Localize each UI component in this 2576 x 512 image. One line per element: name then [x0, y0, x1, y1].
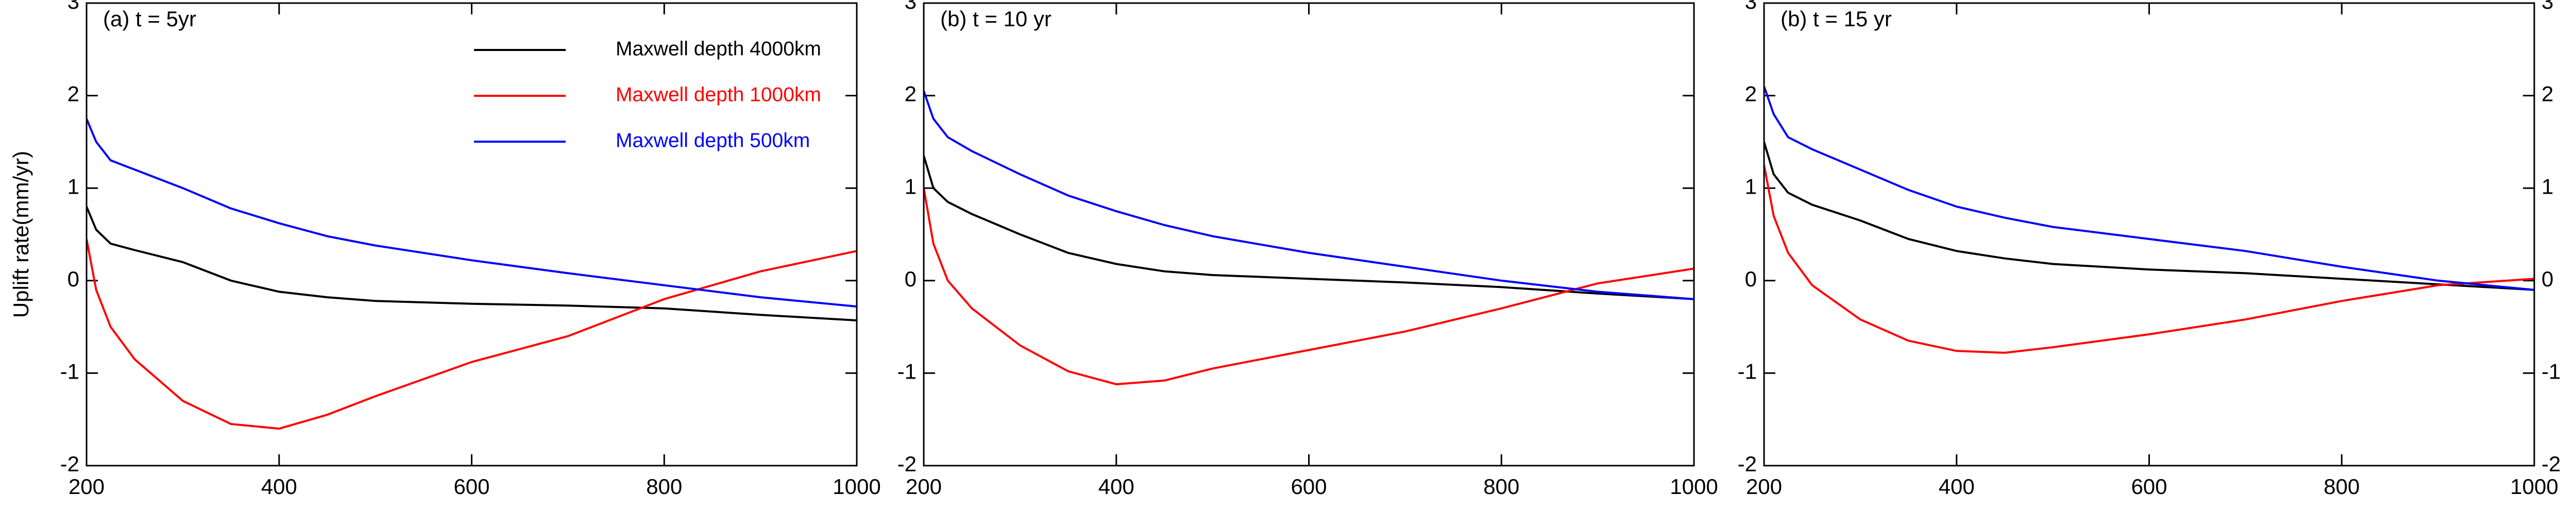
y-tick-label: 3: [905, 0, 917, 13]
y-tick-label: -2: [897, 452, 917, 476]
x-tick-label: 200: [906, 474, 942, 499]
y-tick-label: 2: [67, 82, 79, 106]
x-tick-label: 600: [453, 474, 489, 499]
y-tick-label: 3: [67, 0, 79, 13]
data-line: [1764, 164, 2534, 354]
x-tick-label: 1000: [833, 474, 880, 499]
y2-tick-label: 3: [2541, 0, 2553, 13]
x-tick-label: 200: [1746, 474, 1782, 499]
x-tick-label: 600: [2131, 474, 2167, 499]
y2-tick-label: 1: [2541, 174, 2553, 198]
y-tick-label: 0: [905, 267, 917, 291]
y2-tick-label: -2: [2541, 452, 2561, 476]
legend-label: Maxwell depth 500km: [616, 129, 810, 151]
y-tick-label: -1: [1738, 359, 1757, 383]
data-line: [1764, 86, 2534, 291]
y-tick-label: 0: [1745, 267, 1757, 291]
y-tick-label: -1: [897, 359, 917, 383]
plot-frame: [923, 2, 1695, 467]
x-tick-label: 400: [261, 474, 297, 499]
x-tick-label: 600: [1291, 474, 1327, 499]
panel-title: (a) t = 5yr: [103, 7, 196, 31]
legend-label: Maxwell depth 4000km: [616, 38, 821, 60]
panel-title: (b) t = 15 yr: [1781, 7, 1892, 31]
y2-tick-label: -1: [2541, 359, 2561, 383]
data-line: [87, 118, 857, 308]
y2-tick-label: 2: [2541, 82, 2553, 106]
data-line: [1764, 141, 2534, 291]
y-tick-label: 1: [905, 174, 917, 198]
y-tick-label: 3: [1745, 0, 1757, 13]
x-tick-label: 1000: [2510, 474, 2558, 499]
y-tick-label: -1: [60, 359, 79, 383]
plot-frame: [1763, 2, 2535, 467]
panel: -2 -1 0 1 2 3 200 400 600 800 1000 (a) t = 5yr Uplif…: [9, 0, 881, 499]
x-tick-label: 800: [646, 474, 682, 499]
y-axis-label: Uplift rate(mm/yr): [9, 151, 33, 318]
x-tick-label: 1000: [1670, 474, 1718, 499]
x-tick-label: 400: [1098, 474, 1134, 499]
x-tick-label: 400: [1939, 474, 1975, 499]
data-line: [87, 238, 857, 430]
panel: -2 -1 0 1 2 3 -2 -1 0 1 2 3 200 400 600 800 1000 (b) t = …: [1738, 0, 2561, 499]
y2-tick-label: 0: [2541, 267, 2553, 291]
y-tick-label: 0: [67, 267, 79, 291]
data-line: [87, 206, 857, 321]
data-line: [924, 90, 1694, 300]
panel-title: (b) t = 10 yr: [940, 7, 1052, 31]
panel: -2 -1 0 1 2 3 200 400 600 800 1000 (b) t = 10 yr: [897, 0, 1718, 499]
y-tick-label: -2: [1738, 452, 1757, 476]
plot-frame: [86, 2, 858, 467]
data-line: [924, 187, 1694, 386]
legend-label: Maxwell depth 1000km: [616, 83, 821, 106]
y-tick-label: 1: [67, 174, 79, 198]
y-tick-label: 1: [1745, 174, 1757, 198]
y-tick-label: 2: [1745, 82, 1757, 106]
y-tick-label: -2: [60, 452, 79, 476]
x-tick-label: 800: [2324, 474, 2360, 499]
y-tick-label: 2: [905, 82, 917, 106]
data-line: [924, 155, 1694, 300]
x-tick-label: 800: [1483, 474, 1519, 499]
x-tick-label: 200: [69, 474, 105, 499]
